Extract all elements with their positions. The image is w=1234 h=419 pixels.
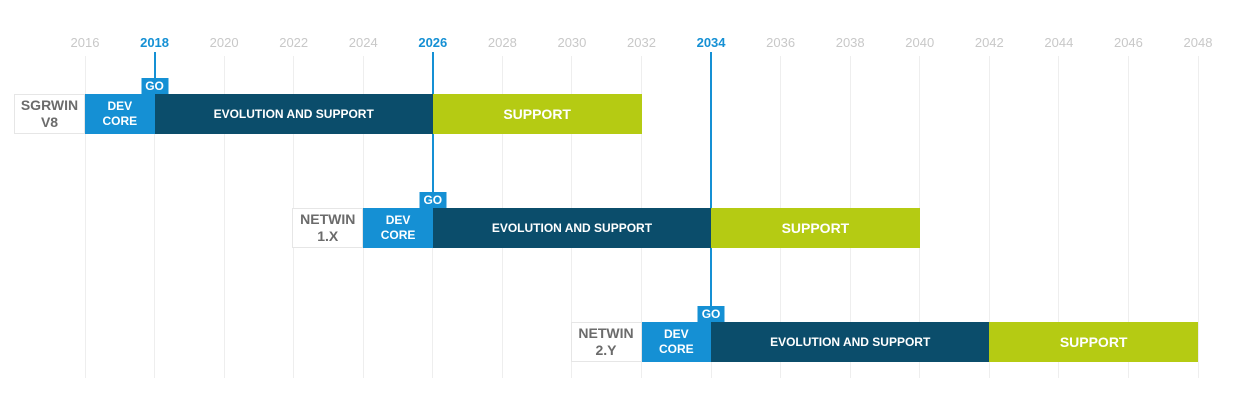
x-tick-label: 2026 <box>418 35 448 50</box>
bar-segment: EVOLUTION AND SUPPORT <box>154 94 433 134</box>
x-tick-label: 2032 <box>627 35 656 50</box>
x-tick-label: 2042 <box>974 35 1004 50</box>
row-label: NETWIN 1.X <box>292 208 364 248</box>
x-tick-label: 2024 <box>348 35 378 50</box>
grid-line <box>1197 56 1199 378</box>
x-tick-label: 2036 <box>766 35 796 50</box>
grid-line <box>223 56 225 378</box>
x-tick-label: 2016 <box>70 35 100 50</box>
grid-line <box>919 56 921 378</box>
bar-segment: EVOLUTION AND SUPPORT <box>711 322 990 362</box>
milestone-line <box>710 52 713 306</box>
x-tick-label: 2038 <box>835 35 865 50</box>
bar-segment: DEV CORE <box>641 322 712 362</box>
x-tick-label: 2020 <box>209 35 239 50</box>
x-tick-label: 2018 <box>140 35 170 50</box>
bar-segment: SUPPORT <box>432 94 642 134</box>
x-tick-label: 2030 <box>557 35 587 50</box>
milestone-label: GO <box>697 306 725 322</box>
x-tick-label: 2046 <box>1113 35 1143 50</box>
row-label: NETWIN 2.Y <box>570 322 642 362</box>
bar-segment: DEV CORE <box>85 94 155 134</box>
x-tick-label: 2034 <box>696 35 726 50</box>
grid-line <box>154 56 156 378</box>
x-tick-label: 2040 <box>905 35 935 50</box>
grid-line <box>1127 56 1129 378</box>
x-tick-label: 2048 <box>1183 35 1213 50</box>
grid-line <box>988 56 990 378</box>
bar-segment: SUPPORT <box>711 208 920 248</box>
milestone-label: GO <box>419 192 447 208</box>
bar-segment: SUPPORT <box>989 322 1198 362</box>
milestone-line <box>153 52 156 78</box>
row-label: SGRWIN V8 <box>14 94 85 134</box>
bar-segment: DEV CORE <box>363 208 433 248</box>
bar-segment: EVOLUTION AND SUPPORT <box>432 208 712 248</box>
x-tick-label: 2028 <box>487 35 517 50</box>
x-tick-label: 2022 <box>279 35 309 50</box>
grid-line <box>1058 56 1060 378</box>
x-tick-label: 2044 <box>1044 35 1074 50</box>
grid-line <box>84 56 86 378</box>
milestone-label: GO <box>141 78 169 94</box>
